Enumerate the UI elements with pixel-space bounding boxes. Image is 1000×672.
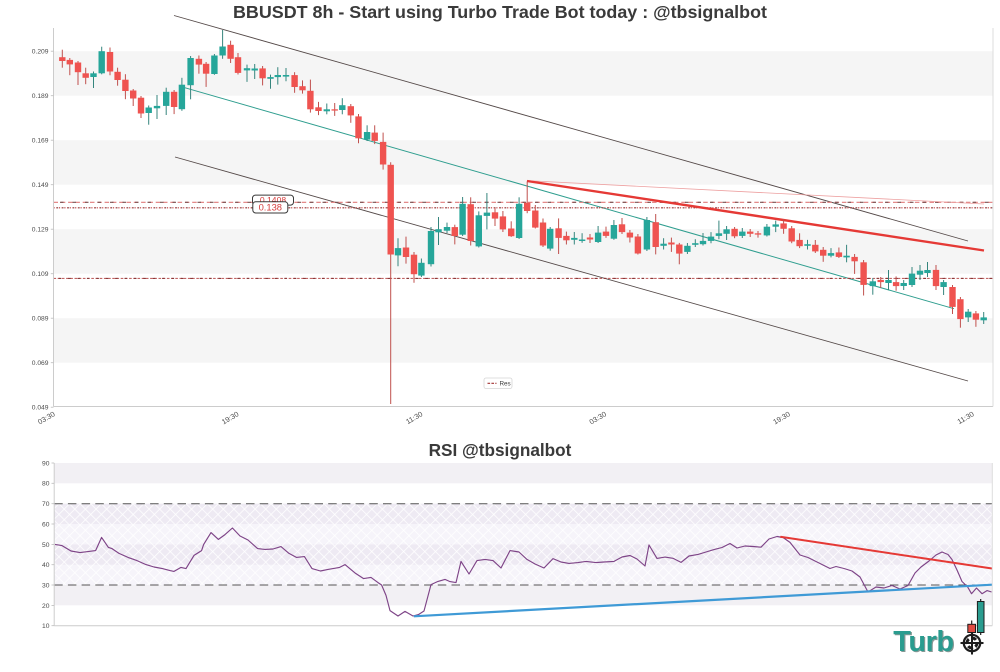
svg-text:30: 30 [42, 582, 50, 589]
svg-text:0.138: 0.138 [259, 202, 282, 213]
svg-text:Res: Res [500, 381, 511, 388]
svg-text:0.089: 0.089 [32, 316, 49, 323]
svg-text:BBUSDT 8h - Start using Turbo: BBUSDT 8h - Start using Turbo Trade Bot … [233, 2, 767, 22]
svg-text:0.069: 0.069 [32, 360, 49, 367]
svg-text:60: 60 [42, 521, 50, 528]
svg-text:0.109: 0.109 [32, 271, 49, 278]
svg-text:Turb: Turb [895, 627, 955, 659]
svg-text:80: 80 [42, 481, 50, 488]
svg-text:RSI @tbsignalbot: RSI @tbsignalbot [429, 440, 572, 460]
svg-text:50: 50 [42, 542, 50, 549]
svg-text:0.169: 0.169 [32, 138, 49, 145]
svg-text:0.1408: 0.1408 [260, 195, 287, 205]
svg-text:0.149: 0.149 [32, 182, 49, 189]
svg-text:0.049: 0.049 [32, 405, 49, 412]
svg-text:40: 40 [42, 562, 50, 569]
svg-text:0.209: 0.209 [32, 49, 49, 56]
svg-text:10: 10 [42, 623, 50, 630]
svg-text:Turb: Turb [893, 626, 953, 658]
svg-text:0.189: 0.189 [32, 93, 49, 100]
svg-text:70: 70 [42, 501, 50, 508]
svg-text:20: 20 [42, 603, 50, 610]
svg-text:0.129: 0.129 [32, 227, 49, 234]
svg-text:90: 90 [42, 460, 50, 467]
